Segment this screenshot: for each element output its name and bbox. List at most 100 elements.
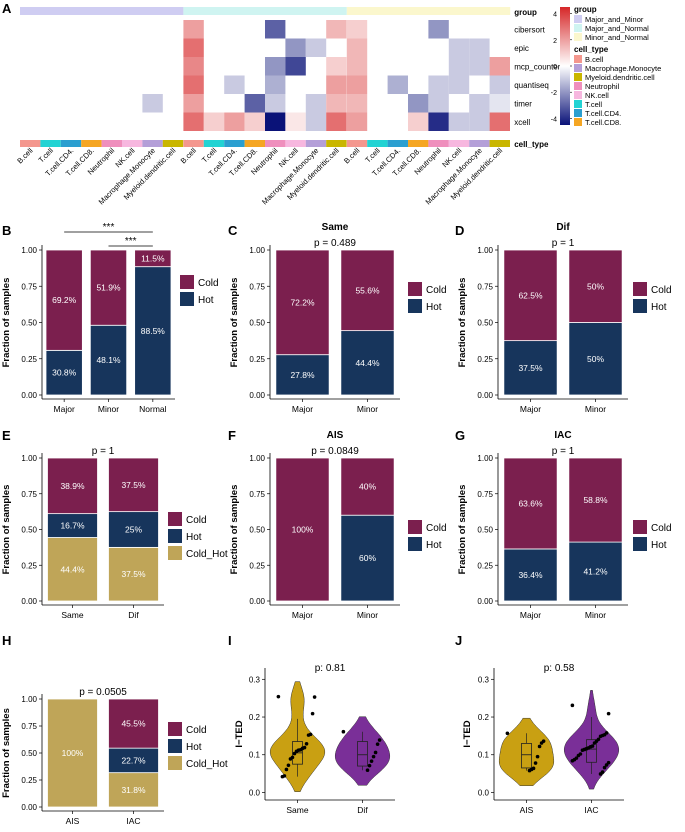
stacked-bar-panel-c: 0.00 0.25 0.50 0.75 1.00 Fraction of samples S… bbox=[229, 222, 447, 414]
heatmap-cell bbox=[448, 57, 470, 76]
celltype-annotation-cell bbox=[489, 140, 510, 147]
bar-segment-hot bbox=[275, 354, 330, 396]
heatmap-cell bbox=[265, 75, 286, 94]
y-tick-label: 1.00 bbox=[21, 695, 37, 704]
p-value-label: p: 0.81 bbox=[315, 663, 346, 674]
panel-letter-b: B bbox=[2, 223, 11, 238]
bar-data-label: 16.7% bbox=[60, 521, 85, 531]
legend-label: Hot bbox=[651, 540, 667, 551]
legend-label: Hot bbox=[426, 540, 442, 551]
heatmap-column-label: B.cell bbox=[342, 146, 362, 166]
data-point bbox=[292, 751, 297, 756]
data-point bbox=[306, 733, 311, 737]
heatmap-cell bbox=[326, 94, 347, 113]
legend-swatch-hot bbox=[168, 529, 182, 543]
panel-letter-i: I bbox=[228, 633, 232, 648]
y-tick-label: 0.25 bbox=[21, 561, 37, 570]
celltype-annotation-cell bbox=[224, 140, 245, 147]
celltype-annotation-cell bbox=[408, 140, 429, 147]
heatmap-cell bbox=[326, 20, 347, 39]
bar-data-label: 88.5% bbox=[141, 326, 166, 336]
panel-letter-g: G bbox=[455, 428, 465, 443]
heatmap-cell bbox=[285, 38, 306, 57]
y-tick-label: 0.00 bbox=[21, 391, 37, 400]
data-point bbox=[280, 774, 285, 779]
bar-data-label: 40% bbox=[359, 482, 376, 492]
data-point bbox=[367, 763, 372, 768]
group-annotation-bar bbox=[183, 7, 347, 15]
y-tick-label: 0.25 bbox=[249, 355, 265, 364]
heatmap-cell bbox=[305, 38, 327, 57]
heatmap-row-label: quantiseq bbox=[514, 81, 549, 90]
y-axis-label: Fraction of samples bbox=[457, 278, 468, 368]
heatmap-cell bbox=[346, 20, 368, 39]
data-point bbox=[288, 757, 293, 761]
bar-data-label: 100% bbox=[62, 748, 84, 758]
y-tick-label: 1.00 bbox=[21, 454, 37, 463]
data-point bbox=[369, 759, 374, 763]
data-point bbox=[570, 758, 575, 763]
legend-label: Cold_Hot bbox=[186, 549, 228, 560]
legend-label: Cold bbox=[426, 523, 447, 534]
data-point bbox=[527, 768, 532, 773]
bar-data-label: 27.8% bbox=[290, 370, 315, 380]
y-tick-label: 0.50 bbox=[249, 526, 265, 535]
violin-panel-i: 0.0 0.1 0.2 0.3 I−TED p: 0.81 Same Dif bbox=[234, 663, 395, 815]
y-tick-label: 0.25 bbox=[477, 561, 493, 570]
celltype-row-label: cell_type bbox=[514, 140, 549, 149]
x-tick-label: Minor bbox=[585, 404, 606, 414]
celltype-annotation-cell bbox=[122, 140, 143, 147]
y-tick-label: 0.50 bbox=[477, 526, 493, 535]
y-tick-label: 1.00 bbox=[477, 454, 493, 463]
y-tick-label: 0.0 bbox=[249, 788, 261, 797]
legend-swatch-cold bbox=[168, 722, 182, 736]
heatmap-cell bbox=[183, 57, 204, 76]
heatmap-cell bbox=[408, 112, 429, 131]
legend-group-label: Major_and_Normal bbox=[585, 24, 649, 33]
celltype-annotation-cell bbox=[60, 140, 82, 147]
heatmap-cell bbox=[224, 112, 245, 131]
stacked-bar-panel-f: 0.00 0.25 0.50 0.75 1.00 Fraction of samples A… bbox=[229, 430, 447, 620]
y-tick-label: 0.3 bbox=[249, 675, 261, 684]
heatmap-cell bbox=[183, 38, 204, 57]
bar-segment-cold_hot bbox=[47, 698, 98, 808]
heatmap-cell bbox=[285, 112, 306, 131]
data-point bbox=[533, 761, 538, 765]
heatmap-cell bbox=[387, 75, 408, 94]
chart-title: Dif bbox=[556, 222, 570, 233]
panel-letter-f: F bbox=[228, 428, 236, 443]
box bbox=[586, 739, 597, 763]
x-tick-label: Dif bbox=[357, 805, 368, 815]
p-value-label: p = 1 bbox=[92, 446, 115, 457]
heatmap-cell bbox=[346, 38, 368, 57]
y-tick-label: 0.75 bbox=[21, 282, 37, 291]
x-tick-label: IAC bbox=[584, 805, 598, 815]
legend-swatch-cold_hot bbox=[168, 546, 182, 560]
heatmap-cell bbox=[326, 75, 347, 94]
heatmap-cell bbox=[448, 75, 470, 94]
bar-segment-cold bbox=[275, 457, 330, 602]
stacked-bar-panel-d: 0.00 0.25 0.50 0.75 1.00 Fraction of samples D… bbox=[457, 222, 672, 414]
heatmap-cell bbox=[183, 94, 204, 113]
heatmap-cell bbox=[448, 38, 470, 57]
p-value-label: p = 1 bbox=[552, 446, 575, 457]
legend-label: Cold bbox=[186, 515, 207, 526]
legend-label: Cold_Hot bbox=[186, 759, 228, 770]
celltype-annotation-cell bbox=[142, 140, 163, 147]
heatmap-cell bbox=[142, 94, 163, 113]
bar-data-label: 11.5% bbox=[141, 253, 165, 263]
bar-segment-cold_hot bbox=[47, 537, 98, 602]
colorbar bbox=[560, 7, 570, 125]
y-tick-label: 0.50 bbox=[21, 749, 37, 758]
bar-data-label: 37.5% bbox=[121, 480, 146, 490]
data-point bbox=[286, 763, 291, 768]
x-tick-label: Minor bbox=[585, 610, 606, 620]
stacked-bar-panel-e: 0.00 0.25 0.50 0.75 1.00 Fraction of samples p… bbox=[1, 446, 228, 620]
significance-label: *** bbox=[103, 222, 115, 233]
legend-group-swatch bbox=[574, 33, 582, 41]
p-value-label: p = 1 bbox=[552, 238, 575, 249]
y-tick-label: 0.00 bbox=[477, 391, 493, 400]
legend-swatch-hot bbox=[180, 292, 194, 306]
x-tick-label: AIS bbox=[520, 805, 534, 815]
